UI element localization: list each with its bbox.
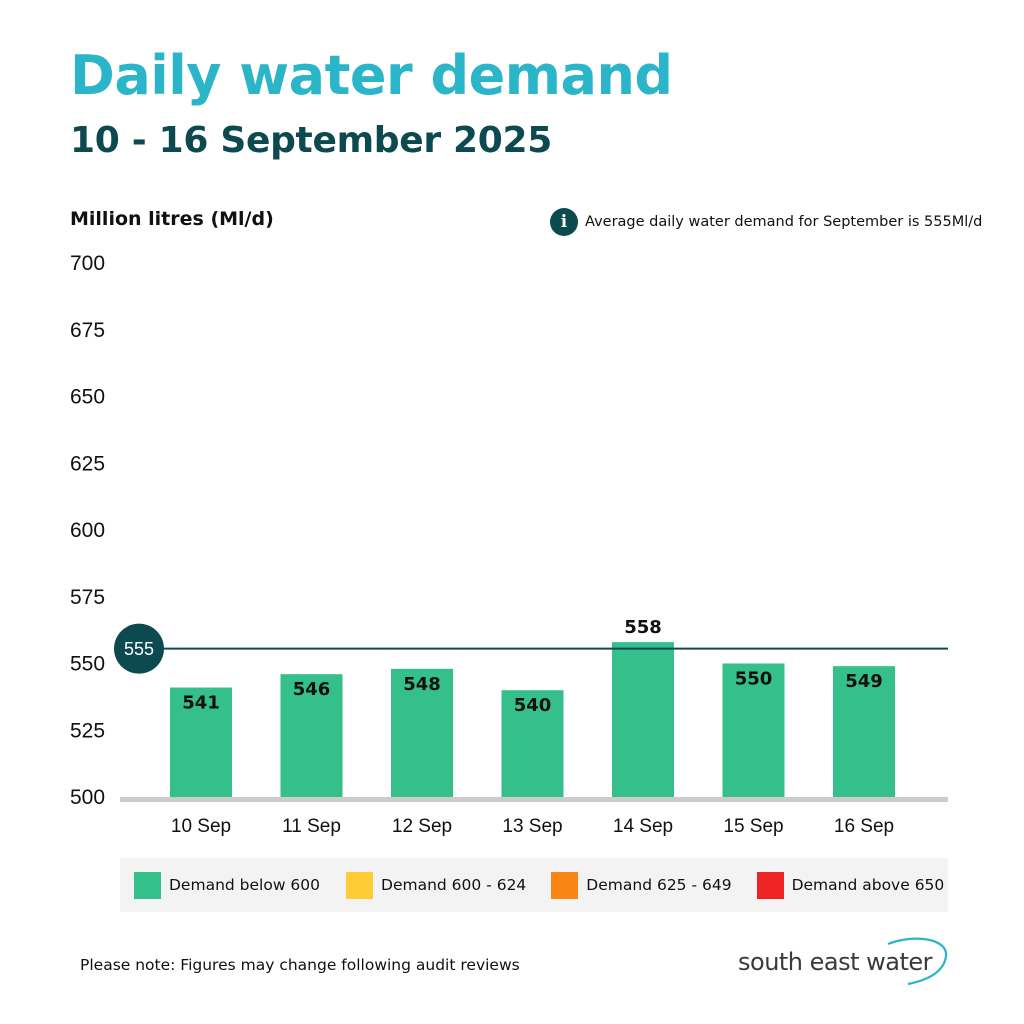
x-tick-label: 13 Sep (502, 816, 562, 837)
x-axis-baseline (120, 797, 948, 802)
chart-title: Daily water demand (70, 44, 673, 107)
y-tick-label: 650 (70, 386, 105, 409)
x-tick-label: 12 Sep (392, 816, 452, 837)
logo-text: south east water (738, 948, 933, 976)
legend-item-625-649: Demand 625 - 649 (551, 871, 732, 899)
legend-item-below-600: Demand below 600 (134, 871, 321, 899)
average-info-note: i Average daily water demand for Septemb… (550, 208, 982, 236)
south-east-water-logo: south east water (738, 934, 953, 986)
bar (280, 674, 343, 797)
bar-value-label: 541 (182, 693, 220, 714)
y-axis-label: Million litres (Ml/d) (70, 208, 274, 230)
bar-chart: 500 525 550 575 600 625 650 675 700 541 10 Sep 546 1… (70, 252, 948, 837)
average-info-text: Average daily water demand for September… (585, 214, 983, 230)
bar (391, 668, 453, 797)
legend: Demand below 600 Demand 600 - 624 Demand… (120, 858, 948, 912)
bar (722, 663, 785, 797)
y-tick-label: 550 (70, 653, 105, 676)
footnote: Please note: Figures may change followin… (80, 956, 520, 974)
bar (170, 687, 232, 797)
legend-swatch (346, 871, 374, 899)
legend-item-600-624: Demand 600 - 624 (346, 871, 527, 899)
bar (612, 642, 674, 797)
bar (833, 666, 895, 797)
x-tick-label: 11 Sep (282, 816, 341, 837)
bar-value-label: 546 (293, 679, 331, 700)
y-tick-label: 575 (70, 586, 105, 609)
legend-swatch (551, 871, 579, 899)
legend-label: Demand below 600 (169, 876, 321, 894)
legend-label: Demand above 650 (791, 876, 945, 894)
bar-value-label: 548 (403, 674, 441, 695)
bar-value-label: 558 (624, 617, 662, 638)
legend-swatch (134, 871, 161, 899)
x-tick-label: 10 Sep (171, 816, 231, 837)
bar (501, 690, 564, 797)
legend-label: Demand 600 - 624 (381, 876, 527, 894)
y-tick-label: 675 (70, 319, 105, 342)
legend-item-above-650: Demand above 650 (756, 871, 945, 899)
bar-value-label: 549 (845, 671, 883, 692)
y-tick-label: 600 (70, 519, 105, 542)
y-tick-label: 700 (70, 252, 105, 275)
x-tick-label: 14 Sep (613, 816, 673, 837)
x-tick-label: 15 Sep (723, 816, 783, 837)
info-icon: i (550, 208, 578, 236)
y-tick-label: 525 (70, 719, 105, 742)
legend-swatch (756, 871, 784, 899)
bar-value-label: 550 (735, 669, 773, 690)
legend-label: Demand 625 - 649 (586, 876, 732, 894)
logo-swoosh-icon (887, 937, 948, 986)
x-tick-label: 16 Sep (834, 816, 894, 837)
bar-value-label: 540 (514, 695, 552, 716)
average-marker-label: 555 (124, 639, 154, 659)
average-marker (114, 623, 164, 674)
y-tick-label: 500 (70, 786, 105, 809)
y-tick-label: 625 (70, 452, 105, 475)
chart-subtitle: 10 - 16 September 2025 (70, 120, 553, 161)
